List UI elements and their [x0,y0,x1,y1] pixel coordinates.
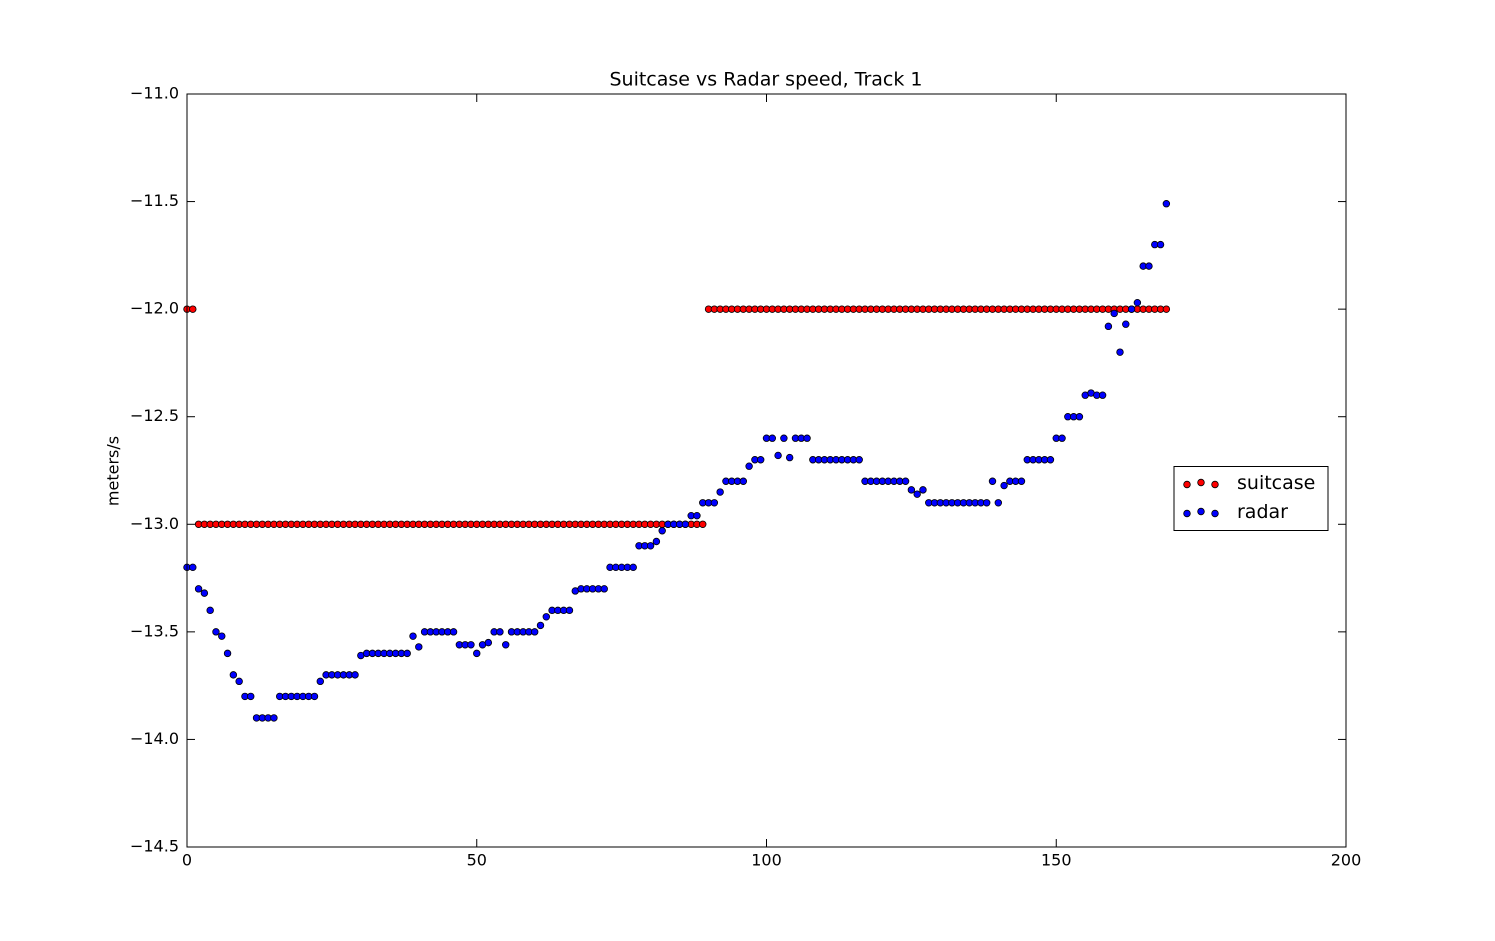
point [1156,240,1165,249]
point [855,456,863,464]
x-tick-label: 200 [1331,851,1362,870]
point [484,638,493,647]
point [994,499,1002,507]
point [681,520,690,528]
point [919,486,927,494]
point [473,649,481,658]
point [496,628,504,636]
point [1000,481,1008,490]
point [1075,413,1084,421]
y-tick-label: −13.0 [130,514,179,533]
point [1104,322,1113,331]
point [189,305,197,313]
y-tick-label: −14.0 [130,729,179,748]
point [218,632,226,640]
point [270,714,278,722]
legend-marker [1197,478,1205,487]
point [415,643,423,651]
y-axis-label: meters/s [104,436,123,506]
point [768,434,776,442]
point [565,606,574,615]
plot-frame [186,93,1347,848]
point [1122,320,1130,328]
point [699,520,707,528]
point [1116,348,1124,356]
chart-title: Suitcase vs Radar speed, Track 1 [609,69,922,91]
point [600,585,608,593]
point [502,641,510,649]
point [403,649,411,658]
point [988,477,997,485]
point [983,499,991,507]
point [212,628,220,636]
point [223,649,232,658]
point [194,585,203,593]
point [803,434,811,442]
point [739,477,748,485]
y-tick-label: −12.5 [130,406,179,425]
y-tick-label: −14.5 [130,837,179,856]
legend-marker [1211,509,1219,518]
point [1098,391,1107,399]
point [542,613,550,621]
legend-marker [1211,480,1219,489]
point [1110,309,1118,318]
point [200,589,209,597]
point [1058,434,1066,442]
point [774,451,782,460]
point [536,621,545,630]
point [531,628,539,636]
y-tick-label: −11.5 [130,191,179,210]
point [716,488,724,496]
x-tick-label: 50 [467,851,487,870]
y-tick-label: −13.5 [130,621,179,640]
y-tick-label: −12.0 [130,299,179,318]
point [1162,200,1171,208]
point [907,486,916,494]
legend-marker [1183,480,1191,489]
point [1162,305,1171,313]
point [1145,262,1153,270]
y-tick-label: −11.0 [130,84,179,103]
point [646,542,655,550]
point [310,692,319,701]
point [235,677,243,686]
point [206,606,214,615]
point [1133,298,1142,307]
point [901,477,910,485]
point [351,671,359,679]
point [449,628,458,636]
legend-box [1173,466,1329,531]
point [693,511,701,520]
legend-marker [1183,509,1191,518]
point [629,563,637,572]
point [1046,456,1055,464]
point [316,677,324,686]
point [652,537,661,546]
legend-text: suitcase [1237,472,1315,494]
legend-text: radar [1237,501,1288,523]
point [1127,305,1136,313]
point [780,434,788,442]
point [745,462,753,470]
point [785,453,794,462]
x-tick-label: 150 [1041,851,1072,870]
x-tick-label: 0 [182,851,192,870]
point [189,563,197,572]
point [247,692,255,701]
point [409,632,417,640]
point [1017,477,1026,485]
point [710,499,719,507]
point [757,456,765,464]
point [229,671,238,679]
point [913,490,921,498]
point [467,641,475,649]
point [658,527,666,535]
x-tick-label: 100 [751,851,782,870]
legend-marker [1197,507,1205,516]
